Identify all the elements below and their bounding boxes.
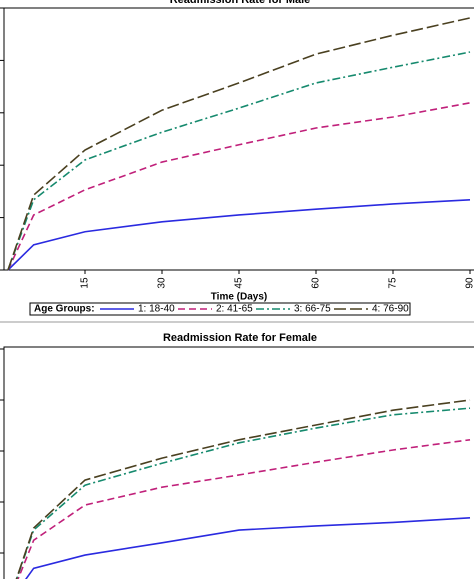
series-line: [7, 198, 471, 271]
chart-title: Readmission Rate for Female: [163, 332, 317, 344]
legend-label: 2: 41-65: [216, 304, 253, 315]
series-line: [15, 407, 471, 579]
legend-title: Age Groups:: [34, 304, 95, 315]
series-line: [7, 51, 471, 271]
legend-label: 1: 18-40: [138, 304, 175, 315]
x-tick-label: 45: [234, 277, 245, 289]
x-tick-label: 15: [80, 277, 91, 289]
plot-frame: [3, 346, 474, 579]
series-line: [17, 438, 471, 579]
plot-frame: [3, 7, 474, 271]
series-line: [15, 399, 471, 579]
x-tick-label: 60: [311, 277, 322, 289]
legend-label: 3: 66-75: [294, 304, 331, 315]
x-axis-label: Time (Days): [211, 292, 268, 303]
series-line: [7, 17, 471, 271]
legend-label: 4: 76-90: [372, 304, 409, 315]
legend-box: [29, 302, 411, 316]
x-tick-label: 90: [465, 277, 474, 289]
x-tick-label: 75: [388, 277, 399, 289]
series-line: [24, 517, 471, 579]
chart-title: Readmission Rate for Male: [170, 0, 311, 6]
series-line: [7, 102, 471, 271]
x-tick-label: 30: [157, 277, 168, 289]
